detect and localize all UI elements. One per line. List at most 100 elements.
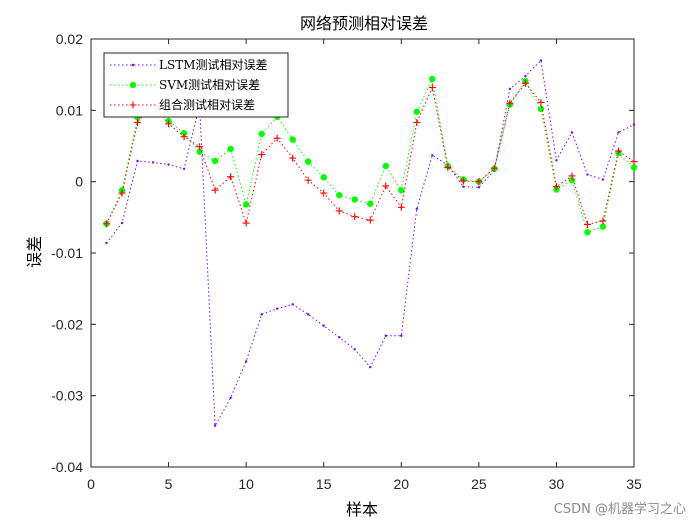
data-point [462,185,465,188]
data-point [351,213,359,221]
data-point [429,75,436,83]
data-point [151,161,155,164]
data-point [431,154,434,157]
x-tick-label: 35 [626,476,642,492]
data-point [229,396,232,400]
data-point [555,159,558,162]
data-point [244,360,248,363]
x-tick-label: 15 [316,476,332,492]
data-point [552,183,560,191]
data-point [413,118,421,126]
data-point [630,164,638,171]
data-point [320,174,327,181]
data-point [213,424,217,427]
data-point [570,131,574,134]
y-axis-label: 误差 [25,236,44,268]
legend-label: LSTM测试相对误差 [159,57,267,72]
watermark: CSDN @机器学习之心 [553,502,686,517]
data-point [614,147,622,155]
x-tick-label: 0 [87,476,95,492]
legend-entry-1: LSTM测试相对误差 [110,57,267,72]
data-point [428,84,436,92]
data-point [242,201,250,208]
data-point [273,134,281,142]
y-tick-label: -0.02 [51,316,83,332]
data-point [382,182,390,190]
data-point [320,189,328,197]
legend-label: 组合测试相对误差 [159,97,255,112]
data-point [196,143,204,151]
data-point [444,163,452,171]
series-1 [105,59,636,428]
data-point [258,151,266,159]
legend-label: SVM测试相对误差 [159,77,260,92]
data-point [258,130,265,138]
data-point [291,303,294,306]
data-point [537,105,545,113]
y-tick-label: -0.03 [51,388,83,404]
x-tick-label: 5 [165,476,173,492]
data-point [353,348,356,351]
data-point [586,173,589,176]
data-point [490,164,498,172]
data-point [477,186,481,189]
x-axis-label: 样本 [346,500,378,519]
data-point [338,335,341,339]
y-tick-label: 0.01 [56,102,83,118]
data-point [521,79,529,87]
data-point [322,324,325,327]
data-point [584,229,591,236]
data-point [211,157,219,165]
data-point [351,196,358,203]
data-point [275,307,279,310]
data-point [599,223,607,230]
data-point [630,158,638,166]
data-point [537,98,545,106]
data-point [617,131,620,134]
data-point [131,63,135,67]
data-point [508,87,512,91]
x-tick-label: 30 [549,476,565,492]
x-tick-label: 20 [393,476,409,492]
data-point [369,365,372,369]
legend-entry-3: 组合测试相对误差 [110,97,255,112]
data-point [129,81,137,89]
y-tick-label: -0.01 [51,245,83,261]
axes: 0 5 10 15 20 25 30 35 -0.04 -0.03 -0.02 -0.01 0 0.01 0… [51,31,642,492]
legend-entry-2: SVM测试相对误差 [110,77,260,92]
data-point [413,108,421,116]
data-point [260,313,263,316]
x-tick-label: 25 [471,476,487,492]
data-point [103,220,111,228]
data-point [211,186,219,194]
x-tick-label: 10 [238,476,254,492]
data-point [136,159,139,163]
data-point [165,120,173,128]
data-point [120,221,124,225]
chart-title: 网络预测相对误差 [300,14,428,33]
data-point [129,101,137,109]
data-point [397,203,405,211]
data-point [366,216,374,224]
data-point [242,219,250,227]
data-point [475,178,483,186]
data-point [632,123,636,126]
data-point [599,217,607,225]
data-point [105,241,108,245]
data-point [227,173,235,181]
data-point [134,118,142,126]
data-point [367,200,374,208]
data-point [180,133,188,141]
data-point [118,189,126,197]
data-point [400,334,403,337]
data-point [227,145,234,153]
data-point [415,207,418,210]
data-point [539,59,543,62]
data-point [601,178,605,181]
data-point [568,172,576,180]
data-point [304,176,312,184]
data-point [384,334,387,337]
data-point [167,163,170,166]
series-3 [103,79,638,228]
